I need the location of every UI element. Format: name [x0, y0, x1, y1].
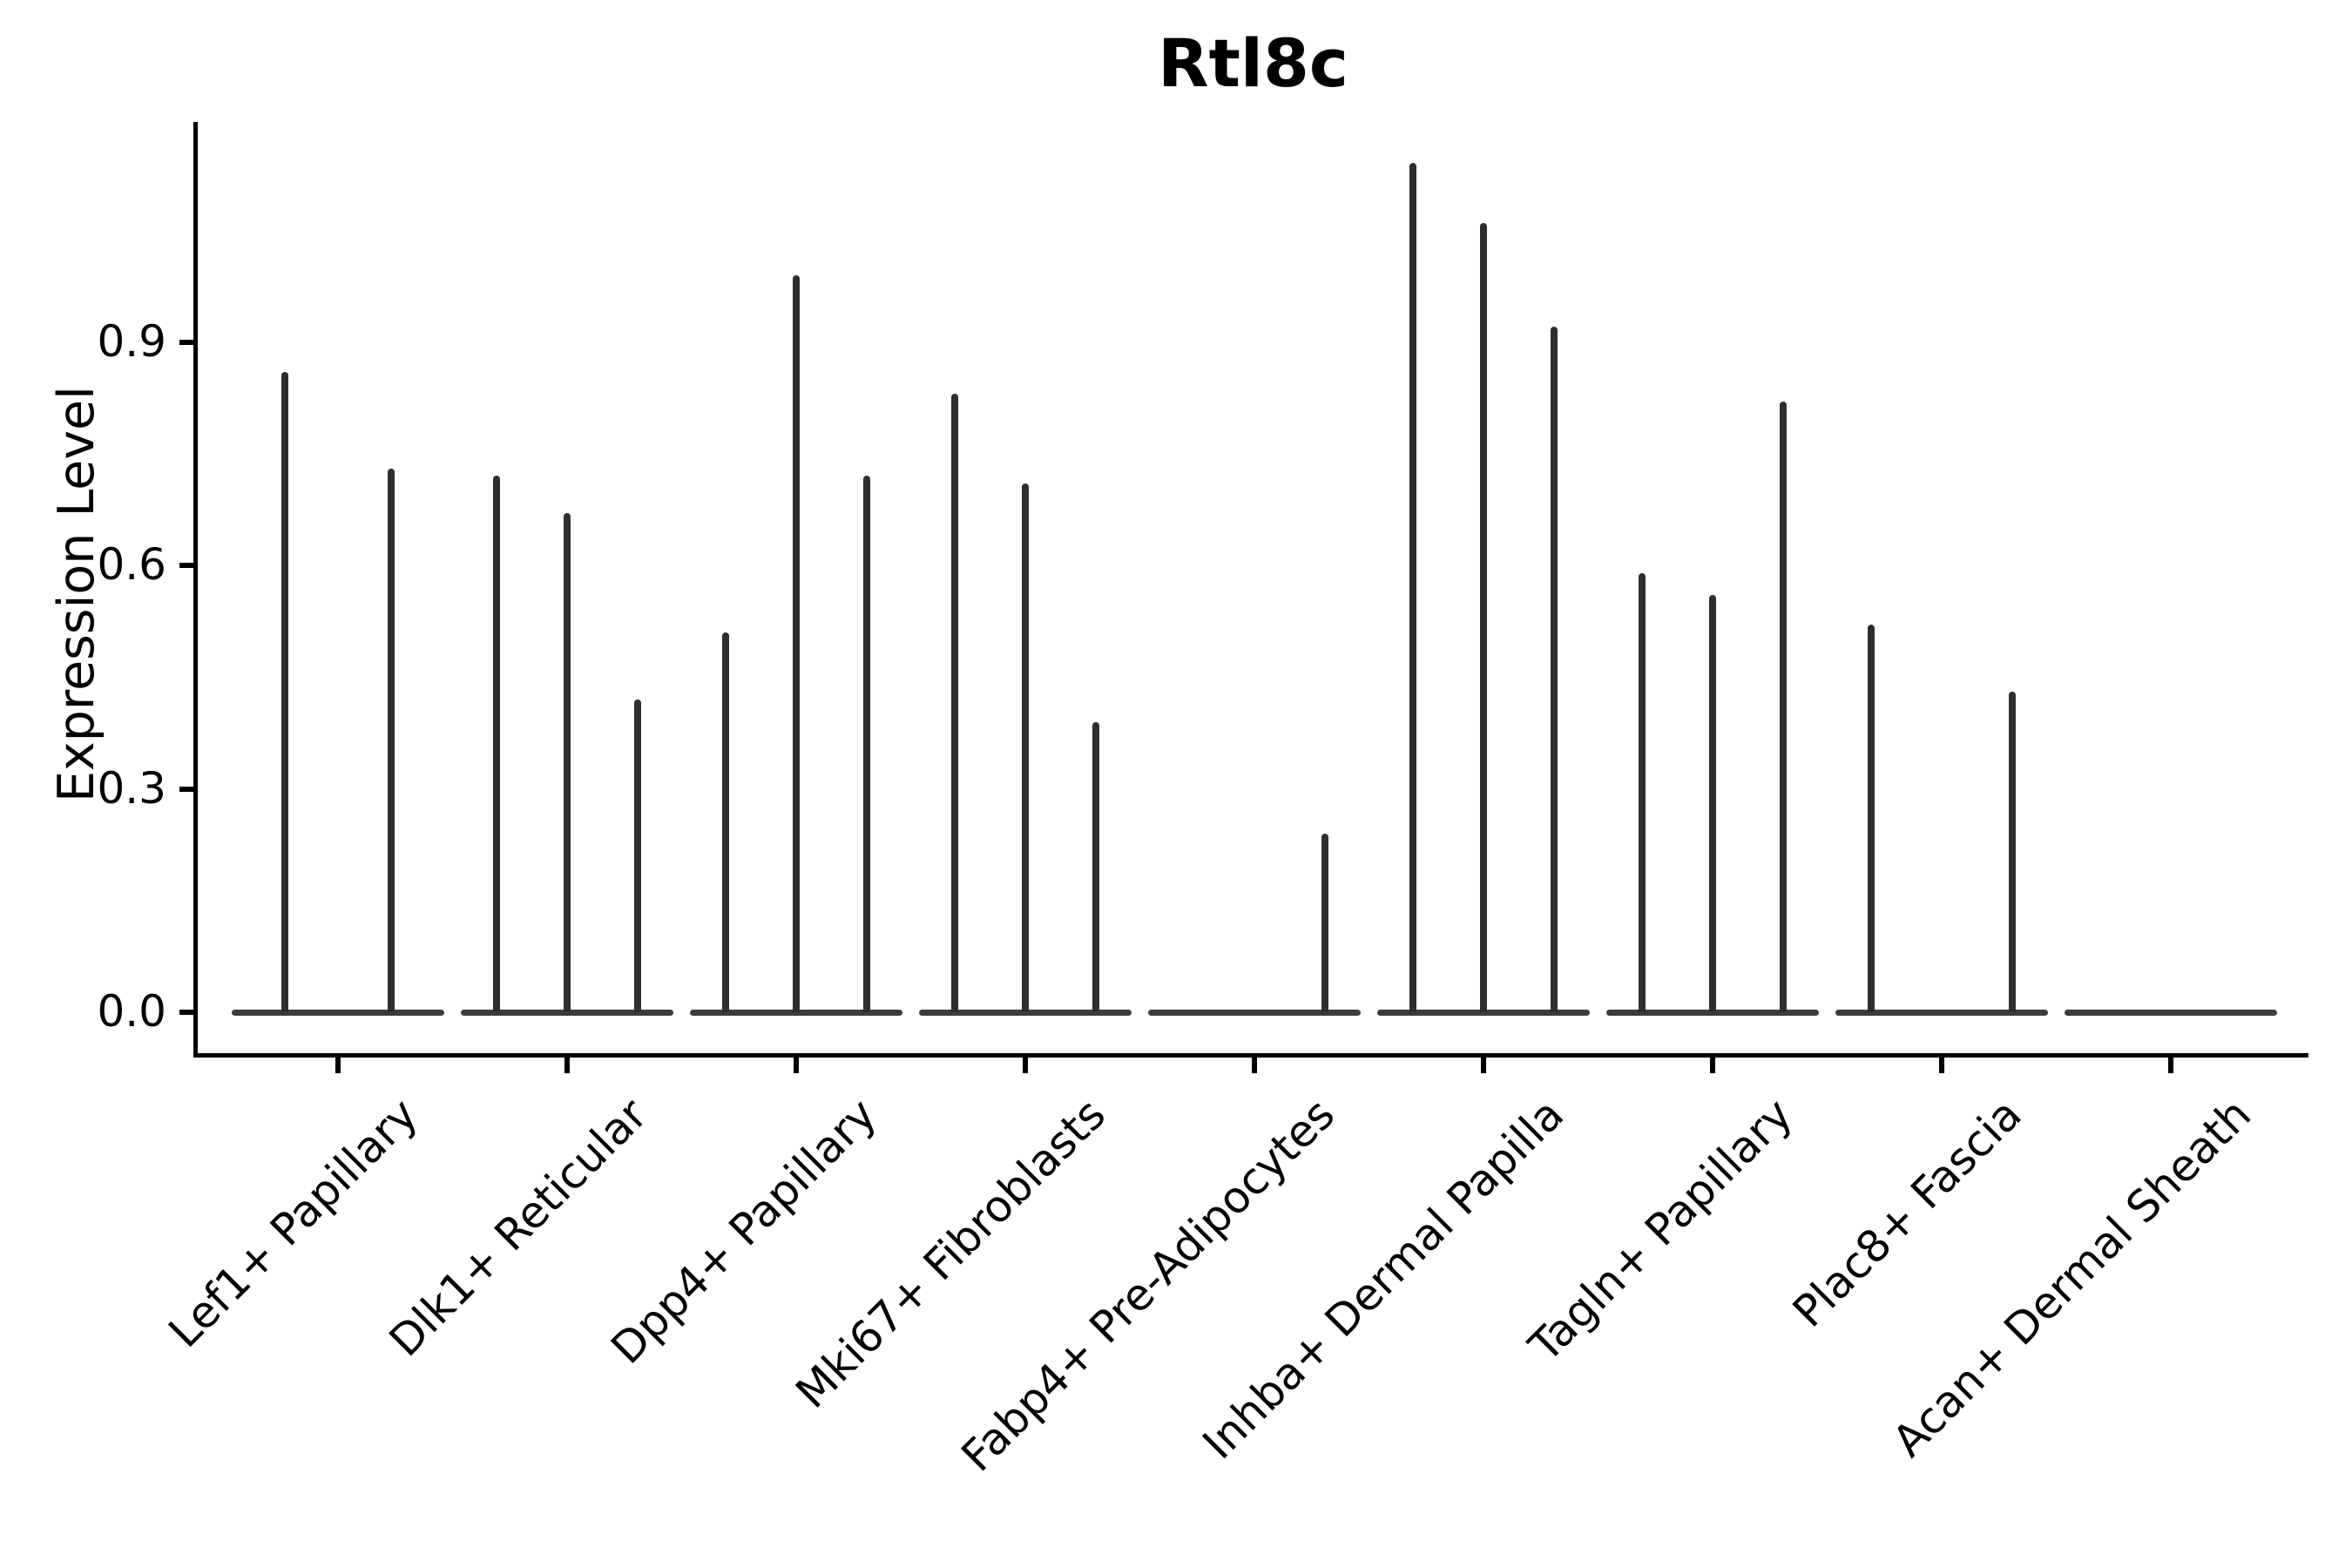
x-tick-mark — [564, 1058, 570, 1073]
x-tick-mark — [335, 1058, 341, 1073]
x-tick-mark — [1023, 1058, 1028, 1073]
violin-spike — [1022, 483, 1029, 1012]
x-tick-mark — [1481, 1058, 1486, 1073]
violin-baseline — [232, 1010, 444, 1016]
violin-spike — [1092, 721, 1100, 1012]
chart-title: Rtl8c — [1158, 24, 1348, 102]
x-tick-mark — [794, 1058, 799, 1073]
violin-baseline — [1148, 1010, 1361, 1016]
violin-spike — [863, 476, 871, 1012]
violin-spike — [1867, 625, 1875, 1012]
x-tick-mark — [2168, 1058, 2173, 1073]
y-tick-label: 0.9 — [97, 315, 166, 367]
violin-spike — [793, 274, 800, 1012]
y-tick-mark — [179, 786, 193, 792]
violin-spike — [950, 394, 958, 1012]
y-axis-label: Expression Level — [48, 386, 105, 802]
violin-spike — [1480, 222, 1487, 1012]
violin-baseline — [1377, 1010, 1590, 1016]
y-axis-spine — [193, 122, 198, 1058]
y-tick-mark — [179, 1010, 193, 1015]
violin-baseline — [2065, 1010, 2277, 1016]
violin-spike — [634, 699, 642, 1012]
y-tick-label: 0.6 — [97, 539, 166, 590]
violin-baseline — [1835, 1010, 2048, 1016]
x-tick-mark — [1710, 1058, 1715, 1073]
x-tick-mark — [1939, 1058, 1944, 1073]
violin-baseline — [690, 1010, 902, 1016]
violin-spike — [1638, 572, 1646, 1012]
x-axis-spine — [193, 1053, 2308, 1058]
x-tick-mark — [1252, 1058, 1257, 1073]
violin-baseline — [1606, 1010, 1819, 1016]
violin-spike — [1709, 595, 1716, 1012]
violin-spike — [1409, 163, 1416, 1012]
x-tick-label: Plac8+ Fascia — [1783, 1089, 2032, 1337]
violin-spike — [492, 476, 500, 1012]
violin-spike — [1321, 833, 1329, 1012]
violin-spike — [564, 513, 571, 1012]
x-tick-label: Lef1+ Papillary — [159, 1089, 429, 1358]
violin-spike — [388, 468, 395, 1012]
violin-spike — [281, 371, 288, 1012]
violin-spike — [1780, 401, 1788, 1012]
violin-spike — [2009, 692, 2017, 1012]
violin-baseline — [919, 1010, 1132, 1016]
violin-baseline — [461, 1010, 673, 1016]
y-tick-label: 0.3 — [97, 762, 166, 814]
x-tick-label: Fabp4+ Pre-Adipocytes — [951, 1089, 1345, 1482]
violin-spike — [1551, 327, 1558, 1012]
y-tick-mark — [179, 339, 193, 345]
y-tick-label: 0.0 — [97, 986, 166, 1037]
violin-spike — [721, 632, 729, 1012]
y-tick-mark — [179, 563, 193, 568]
